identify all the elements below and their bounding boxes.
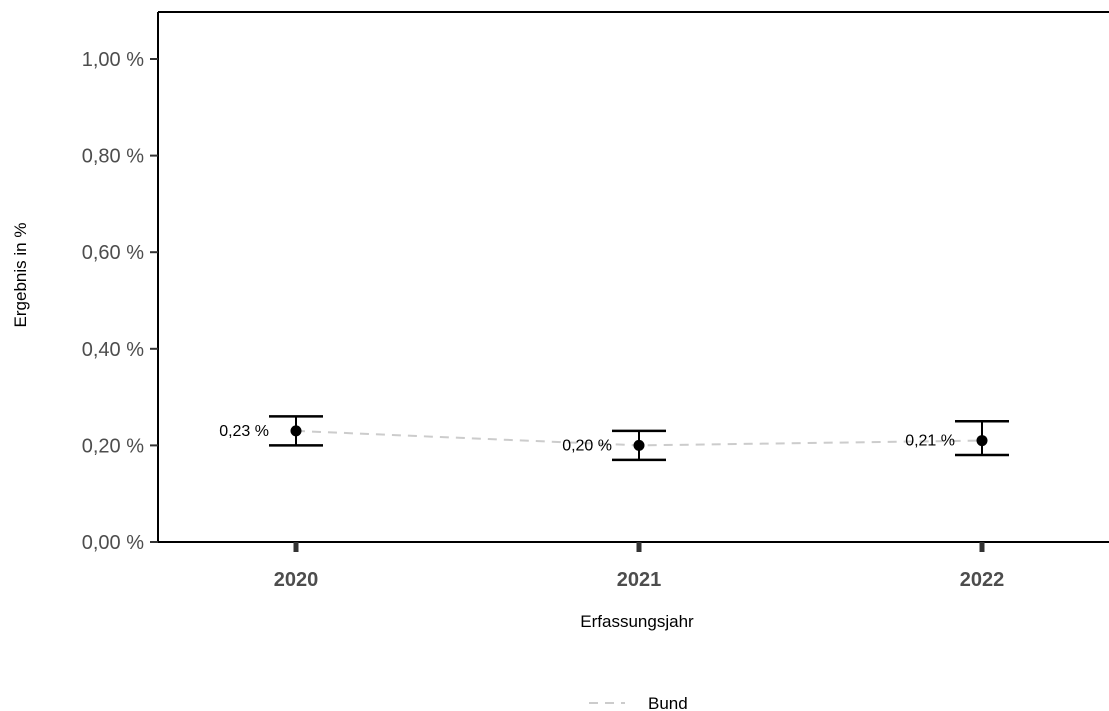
y-tick-label: 0,20 % [82,435,144,457]
axes [157,11,1109,543]
data-label: 0,23 % [219,423,269,440]
y-tick-label: 0,60 % [82,242,144,264]
y-tick-label: 0,40 % [82,339,144,361]
data-points-group [290,425,988,451]
legend: Bund [589,694,688,711]
x-tick-label: 2021 [617,569,662,591]
y-axis-title: Ergebnis in % [11,223,30,328]
y-tick-label: 0,00 % [82,532,144,554]
data-point [633,439,645,451]
legend-label-bund: Bund [648,694,688,711]
y-tick-label: 0,80 % [82,146,144,168]
data-label: 0,20 % [562,437,612,454]
x-axis-ticks: 2020 2021 2022 [274,542,1005,591]
x-tick-label: 2020 [274,569,319,591]
data-labels-group: 0,23 % 0,20 % 0,21 % [219,423,955,454]
data-label: 0,21 % [905,433,955,450]
error-bars-group [269,415,1009,462]
y-tick-label: 1,00 % [82,49,144,71]
x-tick-label: 2022 [960,569,1005,591]
x-axis-title: Erfassungsjahr [580,612,694,631]
data-point [290,425,302,437]
data-point [976,435,988,447]
y-axis-ticks: 0,00 % 0,20 % 0,40 % 0,60 % 0,80 % 1,00 % [82,49,158,554]
